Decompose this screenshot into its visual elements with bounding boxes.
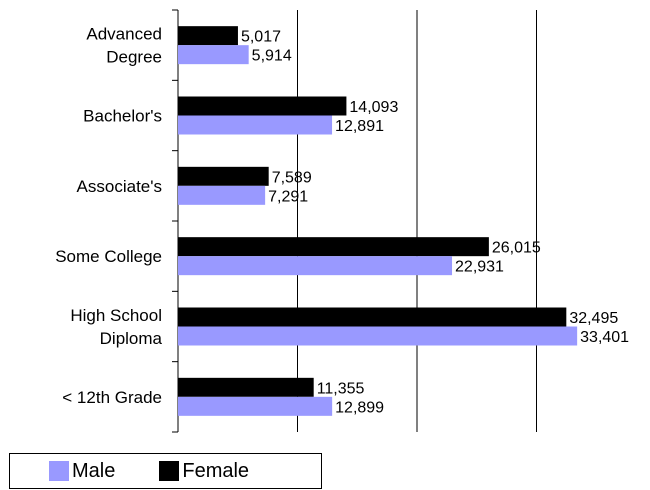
bar-male [178, 185, 266, 205]
value-label-female: 32,495 [569, 310, 618, 327]
chart-axis [172, 9, 179, 433]
value-label-male: 5,914 [252, 48, 292, 65]
legend-item-female: Female [159, 460, 249, 483]
value-label-male: 7,291 [268, 188, 308, 205]
bar-chart: Advanced Degree Bachelor's Associate's Some … [55, 9, 629, 433]
value-label-male: 33,401 [580, 329, 629, 346]
legend-swatch-male [49, 461, 69, 481]
bar-male [178, 326, 578, 346]
legend-label-female: Female [182, 459, 250, 482]
value-label-female: 5,017 [241, 29, 281, 46]
chart-bars [178, 26, 578, 416]
value-label-male: 12,891 [335, 118, 384, 135]
category-label: High School Diploma [70, 306, 162, 348]
bar-male [178, 45, 249, 65]
value-label-male: 12,899 [335, 399, 384, 416]
value-label-female: 26,015 [492, 240, 541, 257]
bar-male [178, 256, 453, 276]
bar-female [178, 307, 567, 327]
legend-item-male: Male [49, 460, 115, 483]
bar-female [178, 166, 269, 186]
bar-female [178, 377, 314, 397]
legend-label-male: Male [72, 459, 116, 482]
value-label-male: 22,931 [455, 259, 504, 276]
category-label: < 12th Grade [62, 388, 162, 407]
bar-female [178, 96, 347, 116]
legend-swatch-female [159, 461, 180, 481]
category-label: Some College [55, 247, 162, 266]
category-label: Bachelor's [83, 107, 162, 126]
bar-male [178, 396, 333, 416]
bar-male [178, 115, 333, 135]
bar-female [178, 237, 489, 257]
category-labels: Advanced Degree Bachelor's Associate's Some … [55, 25, 162, 407]
bar-female [178, 26, 238, 46]
value-labels: 5,017 5,914 14,093 12,891 7,589 7,291 26,015 22… [241, 29, 629, 417]
chart-legend: Male Female [9, 453, 322, 489]
value-label-female: 11,355 [317, 380, 365, 397]
value-label-female: 7,589 [272, 169, 312, 186]
value-label-female: 14,093 [349, 99, 398, 116]
category-label: Advanced Degree [86, 25, 162, 67]
chart-gridlines [297, 10, 537, 432]
category-label: Associate's [77, 177, 162, 196]
